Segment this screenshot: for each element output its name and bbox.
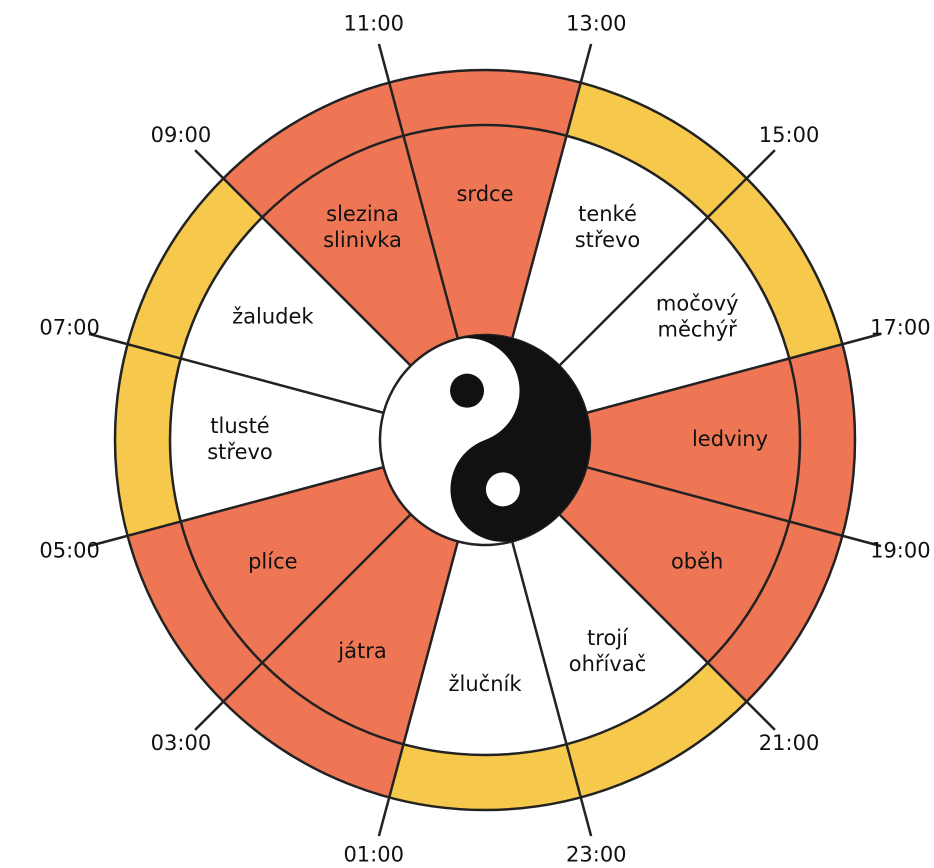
segment-label: slezina (326, 202, 399, 226)
segment-label: tenké (578, 202, 637, 226)
hour-label: 23:00 (566, 842, 627, 866)
segment-label: slinivka (323, 228, 402, 252)
hour-label: 17:00 (870, 316, 931, 340)
segment-label: ledviny (692, 427, 768, 451)
segment-label: žlučník (448, 672, 522, 696)
hour-label: 13:00 (566, 12, 627, 36)
hour-label: 15:00 (759, 123, 820, 147)
segment-label: žaludek (232, 305, 314, 329)
segment-label: plíce (248, 550, 297, 574)
segment-label: trojí (587, 626, 629, 650)
segment-label: játra (337, 639, 386, 663)
hour-label: 11:00 (343, 12, 404, 36)
segment-label: močový (656, 292, 739, 316)
hour-label: 01:00 (343, 842, 404, 866)
hour-label: 09:00 (151, 123, 212, 147)
segment-label: oběh (671, 550, 723, 574)
segment-label: ohřívač (569, 652, 646, 676)
segment-label: měchýř (658, 318, 738, 342)
segment-label: střevo (575, 228, 641, 252)
organ-clock: 11:00 13:00 15:00 17:00 19:00 21:00 23:00 01:00… (0, 0, 934, 868)
hour-label: 21:00 (759, 731, 820, 755)
hour-label: 19:00 (870, 538, 931, 562)
segment-label: srdce (456, 182, 513, 206)
segment-label: tlusté (210, 414, 269, 438)
hour-label: 05:00 (39, 538, 100, 562)
segment-label: střevo (207, 440, 273, 464)
hour-label: 07:00 (39, 316, 100, 340)
hour-label: 03:00 (151, 731, 212, 755)
